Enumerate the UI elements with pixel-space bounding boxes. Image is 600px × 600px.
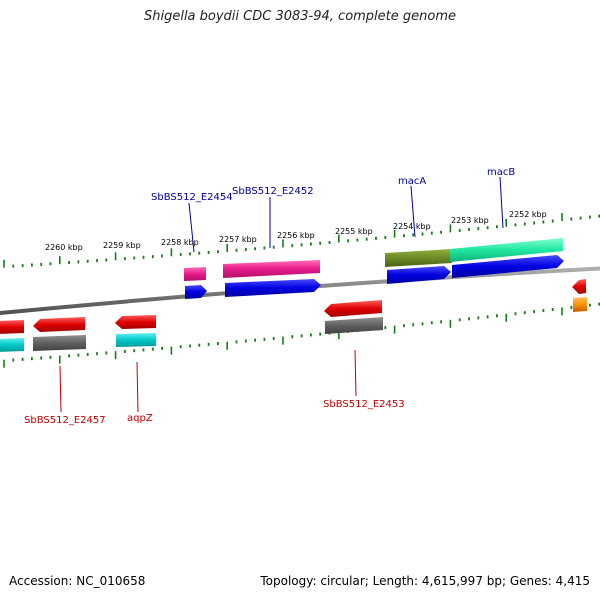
leader-line [354,349,357,397]
accession-text: Accession: NC_010658 [9,574,146,588]
gene-feature[interactable] [33,335,86,351]
cds-feature[interactable] [387,266,451,284]
leader-line [499,176,504,229]
cds-feature[interactable] [452,255,564,278]
gene-label[interactable]: SbBS512_E2453 [323,399,405,410]
tick-label: 2258 kbp [161,238,199,247]
gene-feature[interactable] [33,317,85,332]
reverse-features [0,279,587,352]
bottom-labels: SbBS512_E2457 aqpZ SbBS512_E2453 [24,349,405,426]
leader-line [136,361,139,413]
leader-line [59,365,62,413]
tick-label: 2253 kbp [451,216,489,225]
map-title: Shigella boydii CDC 3083-94, complete ge… [143,9,457,24]
gene-label[interactable]: macB [487,167,515,178]
tick-label: 2257 kbp [219,235,257,244]
gene-feature[interactable] [184,267,206,281]
gene-feature[interactable] [115,315,156,329]
tick-label: 2252 kbp [509,210,547,219]
rna-feature[interactable] [116,333,156,347]
gene-label[interactable]: SbBS512_E2452 [232,186,314,197]
top-labels: SbBS512_E2454 SbBS512_E2452 macA macB [151,167,515,253]
forward-features [184,238,564,299]
tick-labels: 2260 kbp 2259 kbp 2258 kbp 2257 kbp 2256… [45,210,547,252]
gene-label[interactable]: macA [398,176,426,187]
gene-feature[interactable] [572,279,586,294]
tick-label: 2255 kbp [335,227,373,236]
gene-label[interactable]: SbBS512_E2454 [151,192,233,203]
gene-feature[interactable] [324,300,382,317]
rna-feature[interactable] [0,338,24,352]
leader-line [410,185,416,238]
tick-label: 2254 kbp [393,222,431,231]
tick-label: 2260 kbp [45,243,83,252]
gene-feature[interactable] [450,238,563,262]
gene-feature[interactable] [0,320,24,334]
cds-feature[interactable] [185,285,207,299]
gene-feature[interactable] [325,317,383,334]
leader-line [188,202,195,253]
gene-label[interactable]: SbBS512_E2457 [24,415,106,426]
tick-label: 2256 kbp [277,231,315,240]
cds-feature[interactable] [225,279,321,297]
tick-label: 2259 kbp [103,241,141,250]
gene-feature[interactable] [385,249,452,267]
outer-tick-marks [3,213,600,268]
gene-feature[interactable] [573,297,587,312]
gene-feature[interactable] [223,260,320,278]
gene-label[interactable]: aqpZ [127,413,153,424]
genome-summary-text: Topology: circular; Length: 4,615,997 bp… [260,574,590,588]
inner-tick-marks [3,302,600,368]
